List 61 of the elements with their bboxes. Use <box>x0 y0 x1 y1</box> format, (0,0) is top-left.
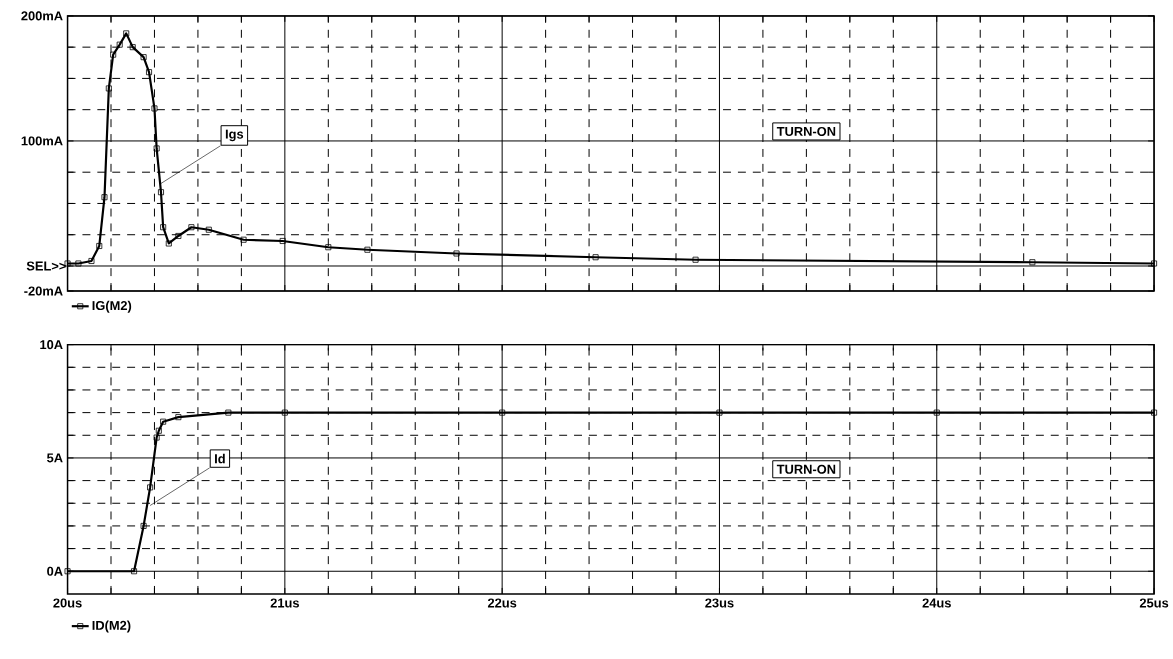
point <box>160 418 167 425</box>
point <box>325 244 332 250</box>
y-tick-label: 5A <box>47 453 63 463</box>
point <box>146 68 152 75</box>
point <box>151 105 158 112</box>
annotation: SEL>> <box>26 261 66 271</box>
point <box>110 51 117 58</box>
point <box>1029 259 1036 265</box>
point <box>1151 260 1158 267</box>
point <box>160 224 167 230</box>
annotation: TURN-ON <box>776 464 836 474</box>
annotation: Id <box>215 453 225 464</box>
y-tick-label: -20mA <box>24 286 63 296</box>
point <box>1151 409 1158 416</box>
annotation: Igs <box>225 129 244 142</box>
point <box>175 232 182 239</box>
point <box>933 409 940 416</box>
point <box>453 250 460 257</box>
point <box>240 236 247 243</box>
point <box>158 189 164 195</box>
point <box>64 568 71 575</box>
point <box>96 242 103 249</box>
x-tick-label: 24us <box>922 598 951 608</box>
point <box>75 260 82 267</box>
point <box>116 41 123 48</box>
point <box>188 224 195 230</box>
point <box>123 30 130 37</box>
point <box>101 194 108 200</box>
point <box>129 43 136 50</box>
point <box>499 409 506 416</box>
y-tick-label: 200mA <box>21 11 63 21</box>
annotation: TURN-ON <box>776 126 836 136</box>
point <box>225 409 232 416</box>
point <box>131 568 138 575</box>
legend-label: ID(M2) <box>92 620 131 633</box>
point <box>364 246 371 253</box>
x-tick-label: 21us <box>270 598 299 608</box>
point <box>165 240 172 247</box>
x-tick-label: 25us <box>1139 598 1169 608</box>
point <box>153 145 160 152</box>
point <box>716 409 723 416</box>
point <box>205 226 212 233</box>
point <box>105 85 112 92</box>
x-tick-label: 23us <box>705 598 734 608</box>
point <box>281 409 288 416</box>
point <box>279 237 286 244</box>
y-tick-label: 10A <box>40 339 63 349</box>
point <box>692 256 699 263</box>
point <box>175 413 182 420</box>
legend-label: IG(M2) <box>92 300 132 313</box>
point <box>140 53 147 60</box>
point <box>88 257 95 264</box>
point <box>140 522 147 529</box>
x-tick-label: 20us <box>53 598 82 608</box>
x-tick-label: 22us <box>487 598 517 608</box>
point <box>592 254 599 260</box>
point <box>155 427 162 434</box>
y-tick-label: 100mA <box>21 136 63 146</box>
point <box>153 434 160 441</box>
y-tick-label: 0A <box>47 566 63 576</box>
point <box>147 484 154 491</box>
